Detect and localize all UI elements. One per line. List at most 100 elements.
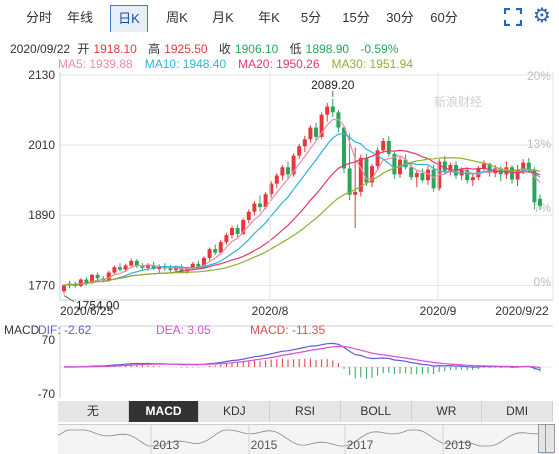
candle-body — [370, 166, 374, 183]
candle-body — [168, 268, 173, 271]
indicator-tab-2[interactable]: KDJ — [199, 401, 271, 422]
x-tick-label: 2020/8 — [252, 304, 289, 318]
candle-body — [487, 163, 492, 174]
tab-2[interactable]: 日K — [110, 5, 148, 32]
gear-icon[interactable]: ⚙ — [533, 5, 551, 27]
candle-body — [185, 268, 190, 272]
watermark-text: 新浪财经 — [434, 94, 482, 109]
candle-body — [258, 203, 262, 208]
candle-body — [431, 169, 436, 189]
candle-body — [269, 183, 274, 195]
navigator-right-handle[interactable] — [545, 424, 555, 453]
ma30-line — [63, 157, 541, 286]
candle-body — [62, 285, 66, 292]
tab-8[interactable]: 30分 — [386, 10, 414, 25]
x-tick-label: 2020/9/22 — [495, 304, 549, 318]
candle-body — [414, 173, 419, 178]
candle-body — [297, 146, 302, 156]
close-value: 1906.10 — [234, 42, 279, 56]
tab-4[interactable]: 月K — [212, 10, 234, 25]
fullscreen-icon[interactable] — [503, 7, 523, 27]
period-tabs: 分时 年线 日K 周K 月K 年K 5分 15分 30分 60分 — [0, 0, 559, 34]
tab-9[interactable]: 60分 — [430, 10, 458, 25]
candle-body — [90, 274, 94, 284]
tab-1[interactable]: 年线 — [66, 10, 93, 25]
candle-body — [381, 140, 386, 151]
candle-body — [521, 162, 526, 170]
navigator-year-label: 2013 — [153, 438, 180, 452]
candle-body — [196, 263, 201, 267]
candle-body — [330, 106, 335, 113]
candle-body — [252, 203, 257, 212]
candle-body — [302, 139, 307, 147]
pct-tick-label: 20% — [527, 69, 551, 83]
candle-body — [510, 167, 514, 180]
tab-6[interactable]: 5分 — [300, 10, 322, 25]
navigator-year-label: 2015 — [251, 438, 278, 452]
candle-body — [140, 265, 145, 268]
candle-body — [112, 267, 117, 273]
candle-body — [235, 228, 240, 234]
candle-body — [308, 127, 313, 140]
candle-body — [241, 219, 246, 234]
candle-body — [342, 127, 346, 169]
candle-body — [319, 114, 324, 137]
tab-0[interactable]: 分时 — [25, 10, 52, 25]
close-label: 收 — [218, 42, 231, 56]
ma-legend: MA5: 1939.88 MA10: 1948.40 MA20: 1950.26 MA… — [58, 57, 425, 71]
kline-chart[interactable]: 2130 2010 1890 1770 20% 13% 7% 0% 新浪财经 2020/6/25 2… — [0, 0, 559, 400]
candle-body — [218, 242, 223, 253]
candle-body — [129, 260, 134, 266]
candle-body — [190, 263, 195, 269]
candle-body — [538, 198, 542, 206]
candle-body — [246, 211, 251, 220]
ma-label-2: MA20: 1950.26 — [238, 57, 320, 71]
navigator-year-label: 2017 — [347, 438, 374, 452]
indicator-tabs: 无 MACD KDJ RSI BOLL WR DMI — [58, 401, 553, 422]
macd-dif-label: DIF: -2.62 — [38, 323, 92, 337]
candle-body — [213, 249, 218, 253]
candle-body — [482, 163, 486, 169]
indicator-tab-1[interactable]: MACD — [128, 401, 200, 422]
tab-5[interactable]: 年K — [258, 10, 280, 25]
indicator-tab-5[interactable]: WR — [412, 401, 483, 422]
navigator-year-label: 2019 — [445, 438, 472, 452]
macd-dea-label: DEA: 3.05 — [156, 323, 211, 337]
candle-body — [515, 169, 520, 180]
price-tick-label: 2130 — [28, 68, 55, 82]
price-tick-label: 1890 — [28, 208, 55, 222]
indicator-tab-4[interactable]: BOLL — [341, 401, 412, 422]
tab-3[interactable]: 周K — [166, 10, 188, 25]
candle-body — [78, 279, 83, 286]
ma5-line — [63, 118, 541, 286]
candle-body — [84, 279, 89, 284]
candle-body — [386, 140, 391, 154]
indicator-tab-6[interactable]: DMI — [482, 401, 553, 422]
indicator-tab-3[interactable]: RSI — [270, 401, 341, 422]
ma10-line — [63, 132, 541, 286]
candle-body — [532, 169, 537, 203]
candle-body — [420, 173, 425, 181]
ma-label-3: MA30: 1951.94 — [331, 57, 413, 71]
pct-tick-label: 13% — [527, 137, 551, 151]
candle-body — [134, 260, 139, 266]
candle-body — [224, 235, 229, 243]
candle-body — [123, 265, 128, 270]
candle-body — [448, 164, 453, 171]
time-navigator[interactable]: 2013 2015 2017 2019 — [58, 424, 553, 454]
tab-7[interactable]: 15分 — [342, 10, 370, 25]
candle-body — [426, 169, 430, 181]
open-label: 开 — [77, 42, 90, 56]
candle-body — [465, 169, 470, 181]
candle-body — [157, 266, 162, 270]
indicator-tab-0[interactable]: 无 — [58, 401, 129, 422]
candle-body — [274, 175, 279, 184]
pct-tick-label: 7% — [534, 201, 552, 215]
macd-tick-label: -70 — [38, 387, 56, 400]
candle-body — [263, 194, 268, 208]
macd-dea-line — [64, 345, 541, 369]
ma-label-0: MA5: 1939.88 — [58, 57, 133, 71]
candle-body — [442, 161, 447, 171]
candle-body — [364, 157, 369, 183]
high-label: 高 — [148, 42, 161, 56]
